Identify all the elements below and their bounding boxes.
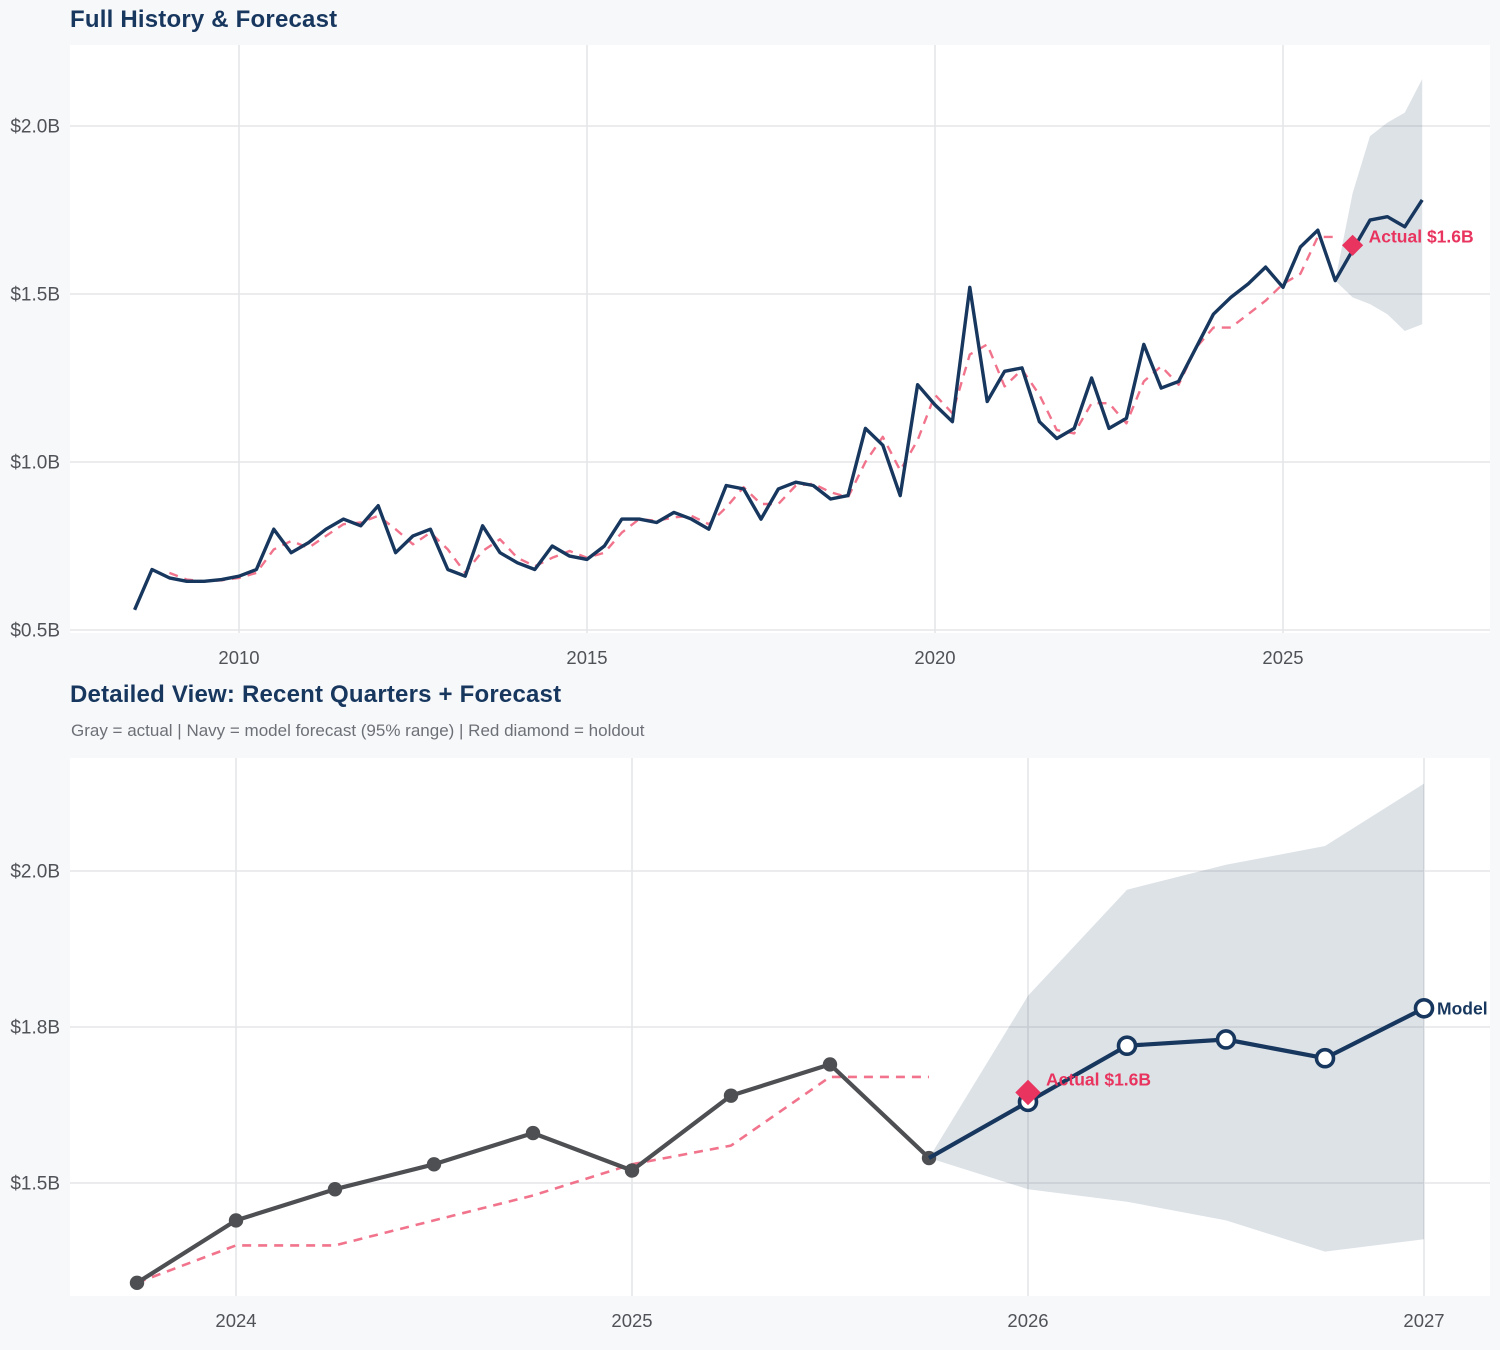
x-tick-label: 2025	[611, 1310, 652, 1331]
y-tick-label: $1.8B	[10, 1018, 60, 1039]
y-tick-label: $2.0B	[10, 117, 60, 138]
actual-point	[129, 1275, 145, 1291]
model-label: Model	[1437, 998, 1488, 1018]
actual-point	[624, 1163, 640, 1178]
y-tick-label: $1.5B	[10, 1174, 60, 1195]
actual-point	[525, 1125, 541, 1141]
forecast-line	[927, 1006, 1425, 1160]
forecast-point	[1116, 1035, 1138, 1057]
bottom-chart-title: Detailed View: Recent Quarters + Forecas…	[70, 681, 562, 708]
x-tick-label: 2027	[1403, 1310, 1444, 1331]
actual-line	[133, 198, 1424, 611]
confidence-band	[1335, 79, 1423, 331]
y-tick-label: $0.5B	[10, 621, 60, 642]
x-tick-label: 2015	[566, 647, 607, 665]
actual-point	[327, 1182, 343, 1197]
plot-area	[70, 45, 1490, 633]
y-tick-label: $1.0B	[10, 453, 60, 474]
holdout-label: Actual $1.6B	[1369, 226, 1474, 246]
x-tick-label: 2020	[914, 647, 955, 665]
forecast-point	[1314, 1047, 1336, 1069]
top-chart-title: Full History & Forecast	[70, 6, 338, 33]
forecast-point	[1413, 997, 1435, 1019]
x-tick-label: 2010	[218, 647, 259, 665]
actual-point	[822, 1057, 838, 1072]
bottom-chart: 2024 2025 2026 2027 $1.5B $1.8B $2.0B Actual $1…	[10, 758, 1490, 1331]
actual-point	[228, 1213, 244, 1228]
x-tick-label: 2024	[215, 1310, 256, 1331]
x-tick-label: 2025	[1262, 647, 1303, 665]
x-tick-label: 2026	[1007, 1310, 1048, 1331]
confidence-band	[929, 783, 1424, 1252]
top-chart: 2010 2015 2020 2025 $0.5B $1.0B $1.5B $2.0B Actu…	[10, 45, 1490, 665]
fitted-line	[168, 235, 1336, 583]
bottom-chart-subtitle: Gray = actual | Navy = model forecast (9…	[71, 721, 645, 740]
actual-point	[723, 1088, 739, 1103]
fitted-line	[136, 1075, 929, 1285]
forecast-point	[1215, 1029, 1237, 1050]
y-tick-label: $1.5B	[10, 285, 60, 306]
actual-point	[426, 1157, 442, 1172]
y-tick-label: $2.0B	[10, 862, 60, 883]
holdout-label: Actual $1.6B	[1046, 1070, 1151, 1090]
